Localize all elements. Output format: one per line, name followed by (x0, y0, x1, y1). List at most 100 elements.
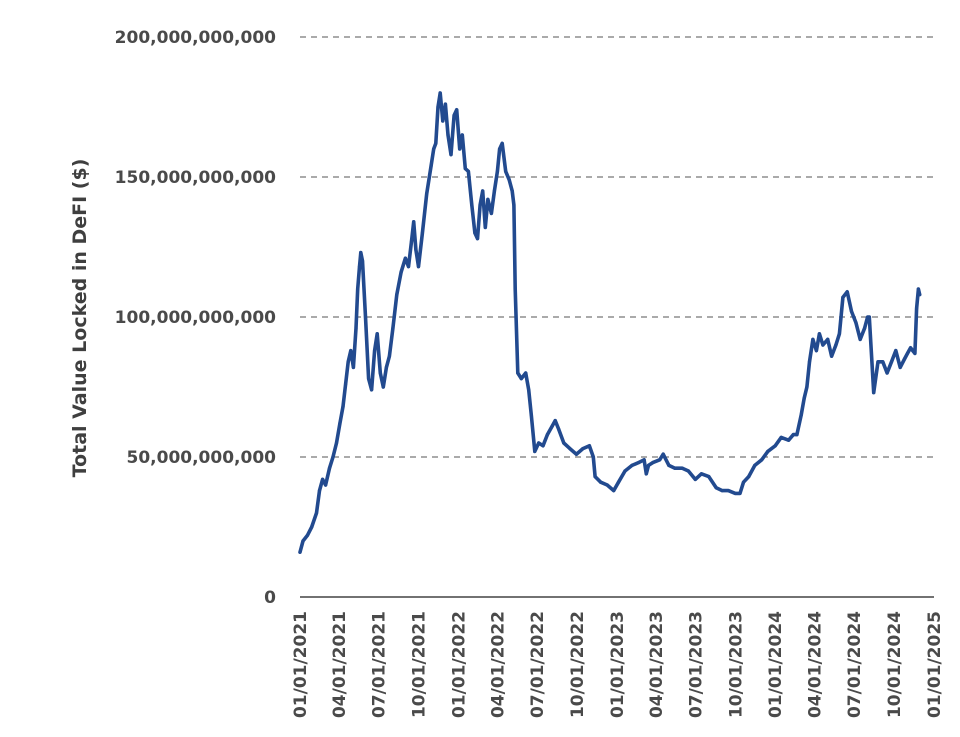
data-point (863, 326, 867, 330)
data-point (612, 489, 616, 493)
data-point (438, 91, 442, 95)
x-tick-label: 07/01/2024 (845, 611, 865, 718)
data-point (367, 377, 371, 381)
data-point (492, 189, 496, 193)
data-point (913, 351, 917, 355)
y-tick-label: 50,000,000,000 (127, 448, 277, 468)
data-point (867, 315, 871, 319)
data-point (489, 211, 493, 215)
x-tick-label: 07/01/2022 (528, 611, 548, 718)
data-point (845, 290, 849, 294)
data-point (562, 441, 566, 445)
data-point (436, 105, 440, 109)
data-point (849, 309, 854, 313)
data-point (817, 332, 822, 336)
data-point (473, 231, 477, 235)
data-point (779, 435, 783, 439)
data-point (591, 455, 595, 459)
data-point (545, 433, 550, 437)
data-point (354, 326, 358, 330)
data-point (321, 477, 325, 481)
data-point (802, 396, 806, 400)
data-point (760, 458, 764, 462)
data-point (541, 444, 545, 448)
data-point (399, 270, 403, 274)
data-point (351, 365, 355, 369)
x-tick-label: 04/01/2023 (647, 611, 667, 718)
data-point (324, 483, 328, 487)
data-point (466, 169, 470, 173)
data-point (854, 321, 858, 325)
series-line (298, 91, 922, 555)
data-point (387, 354, 391, 358)
data-point (720, 489, 724, 493)
data-point (416, 265, 421, 269)
data-point (858, 337, 862, 341)
x-tick-label: 04/01/2021 (330, 611, 350, 718)
data-point (747, 475, 751, 479)
data-point (420, 231, 424, 235)
data-point (305, 533, 309, 538)
data-point (773, 444, 777, 448)
data-point (470, 203, 474, 207)
data-point (830, 354, 834, 358)
data-point (599, 480, 603, 484)
data-point (481, 189, 485, 193)
x-tick-label: 10/01/2024 (885, 611, 905, 718)
data-point (587, 444, 592, 448)
y-tick-label: 100,000,000,000 (115, 308, 276, 328)
data-point (680, 466, 684, 470)
data-point (356, 287, 360, 291)
data-point (519, 377, 523, 381)
data-point (357, 265, 362, 269)
data-point (841, 295, 845, 299)
data-point (370, 388, 374, 392)
data-point (753, 463, 757, 467)
data-point (885, 371, 889, 375)
data-point (449, 153, 453, 157)
data-point (537, 441, 541, 445)
data-point (483, 225, 487, 229)
data-point (894, 349, 898, 353)
data-point (373, 349, 377, 353)
x-tick-label: 01/01/2022 (449, 611, 469, 718)
y-tick-label: 200,000,000,000 (115, 28, 276, 48)
data-point (699, 472, 704, 476)
x-axis-ticks: 01/01/2021 04/01/2021 07/01/2021 10/01/2021… (291, 611, 945, 718)
data-point (661, 452, 665, 456)
data-point (916, 287, 921, 291)
data-point (434, 141, 438, 145)
data-point (317, 489, 322, 493)
data-point (658, 458, 662, 462)
x-tick-label: 07/01/2021 (370, 611, 390, 718)
data-point (495, 169, 499, 173)
data-point (331, 455, 335, 459)
data-point (616, 480, 621, 484)
data-point (821, 343, 825, 347)
x-tick-label: 01/01/2021 (291, 611, 311, 718)
data-point (443, 102, 447, 106)
data-point (795, 433, 799, 437)
data-point (889, 360, 894, 364)
data-point (805, 385, 809, 389)
x-tick-label: 10/01/2023 (726, 611, 746, 718)
data-point (533, 449, 537, 453)
data-point (375, 332, 379, 336)
data-point (707, 475, 711, 479)
data-point (787, 438, 791, 442)
data-point (409, 239, 414, 243)
data-point (463, 167, 467, 171)
data-point (378, 371, 382, 375)
data-point (429, 164, 433, 168)
y-tick-label: 0 (264, 588, 276, 608)
data-point (391, 326, 395, 330)
data-point (478, 203, 482, 207)
data-point (741, 480, 746, 484)
data-point (381, 385, 385, 389)
data-point (512, 203, 516, 207)
data-point (446, 133, 450, 137)
data-point (811, 337, 815, 341)
data-point (905, 351, 910, 355)
data-point (550, 424, 554, 428)
data-point (527, 388, 531, 392)
